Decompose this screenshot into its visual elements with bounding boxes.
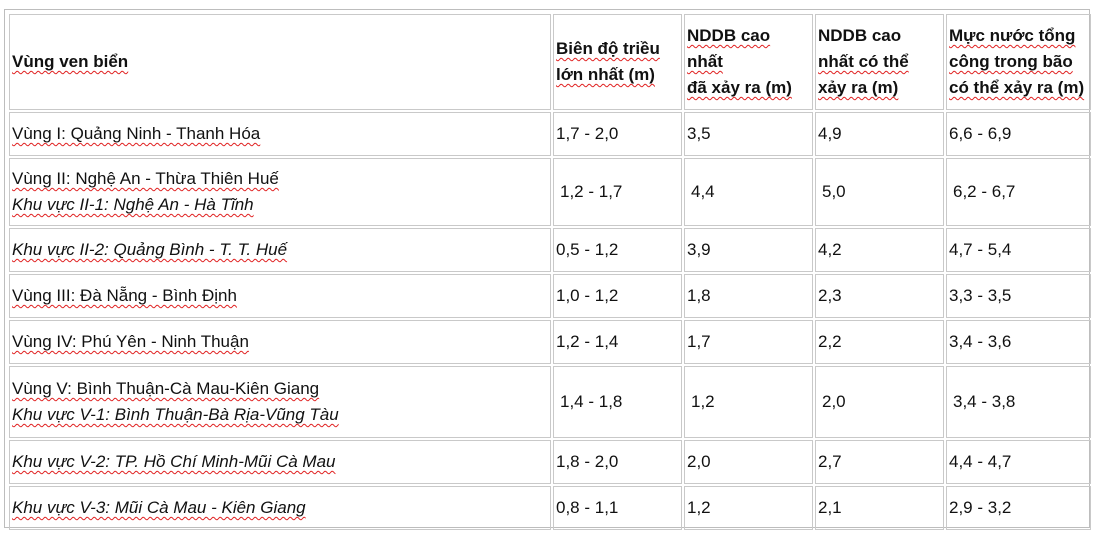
total-storm-level-cell: 4,7 - 5,4 — [946, 228, 1091, 272]
tide-range-cell: 1,2 - 1,7 — [553, 158, 682, 226]
region-cell: Khu vực V-2: TP. Hồ Chí Minh-Mũi Cà Mau — [9, 440, 551, 484]
nddb-max-recorded-cell: 1,2 — [684, 366, 813, 438]
table-row: Vùng III: Đà Nẵng - Bình Định 1,0 - 1,2 1,… — [9, 274, 1091, 318]
region-label: Khu vực V-3: Mũi Cà Mau - Kiên Giang — [12, 498, 306, 517]
region-label: Khu vực II-2: Quảng Bình - T. T. Huế — [12, 240, 288, 259]
region-label: Khu vực II-1: Nghệ An - Hà Tĩnh — [12, 195, 254, 214]
tide-range-cell: 1,4 - 1,8 — [553, 366, 682, 438]
table-row: Vùng II: Nghệ An - Thừa Thiên Huế Khu vực… — [9, 158, 1091, 226]
nddb-max-recorded-cell: 1,7 — [684, 320, 813, 364]
tide-range-cell: 0,5 - 1,2 — [553, 228, 682, 272]
header-line: xảy ra (m) — [818, 78, 899, 97]
header-line: Biên độ triều — [556, 39, 660, 58]
total-storm-level-cell: 6,6 - 6,9 — [946, 112, 1091, 156]
header-line: Vùng ven biển — [12, 52, 129, 71]
header-line: nhất có thể — [818, 52, 909, 71]
total-storm-level-cell: 6,2 - 6,7 — [946, 158, 1091, 226]
nddb-max-recorded-cell: 3,5 — [684, 112, 813, 156]
table-row: Vùng V: Bình Thuận-Cà Mau-Kiên Giang Khu … — [9, 366, 1091, 438]
header-line: lớn nhất (m) — [556, 65, 655, 84]
header-line: Mực nước tổng — [949, 26, 1076, 45]
total-storm-level-cell: 2,9 - 3,2 — [946, 486, 1091, 530]
total-storm-level-cell: 4,4 - 4,7 — [946, 440, 1091, 484]
header-line: đã xảy ra (m) — [687, 78, 792, 97]
region-cell: Khu vực V-3: Mũi Cà Mau - Kiên Giang — [9, 486, 551, 530]
header-line: NDDB cao nhất — [687, 26, 771, 71]
nddb-max-possible-cell: 5,0 — [815, 158, 944, 226]
header-line: NDDB cao — [818, 26, 902, 45]
nddb-max-possible-cell: 2,1 — [815, 486, 944, 530]
nddb-max-recorded-cell: 1,2 — [684, 486, 813, 530]
table-frame: Vùng ven biển Biên độ triều lớn nhất (m) ND… — [4, 9, 1091, 530]
region-label: Khu vực V-2: TP. Hồ Chí Minh-Mũi Cà Mau — [12, 452, 336, 471]
region-cell: Vùng V: Bình Thuận-Cà Mau-Kiên Giang Khu … — [9, 366, 551, 438]
region-label: Vùng IV: Phú Yên - Ninh Thuận — [12, 332, 249, 351]
table-row: Vùng IV: Phú Yên - Ninh Thuận 1,2 - 1,4 1,… — [9, 320, 1091, 364]
header-tide-range: Biên độ triều lớn nhất (m) — [553, 14, 682, 110]
nddb-max-possible-cell: 4,9 — [815, 112, 944, 156]
header-line: công trong bão — [949, 52, 1073, 71]
table-body: Vùng I: Quảng Ninh - Thanh Hóa 1,7 - 2,0 3… — [9, 112, 1091, 530]
nddb-max-possible-cell: 2,2 — [815, 320, 944, 364]
nddb-max-possible-cell: 2,3 — [815, 274, 944, 318]
tide-range-cell: 1,7 - 2,0 — [553, 112, 682, 156]
table-row: Khu vực V-2: TP. Hồ Chí Minh-Mũi Cà Mau 1… — [9, 440, 1091, 484]
table-row: Khu vực V-3: Mũi Cà Mau - Kiên Giang 0,8 … — [9, 486, 1091, 530]
tide-range-cell: 1,2 - 1,4 — [553, 320, 682, 364]
total-storm-level-cell: 3,4 - 3,6 — [946, 320, 1091, 364]
header-nddb-max-possible: NDDB cao nhất có thể xảy ra (m) — [815, 14, 944, 110]
total-storm-level-cell: 3,3 - 3,5 — [946, 274, 1091, 318]
nddb-max-recorded-cell: 3,9 — [684, 228, 813, 272]
region-cell: Vùng II: Nghệ An - Thừa Thiên Huế Khu vực… — [9, 158, 551, 226]
nddb-max-recorded-cell: 2,0 — [684, 440, 813, 484]
nddb-max-recorded-cell: 1,8 — [684, 274, 813, 318]
region-label: Vùng V: Bình Thuận-Cà Mau-Kiên Giang — [12, 379, 320, 398]
table-row: Khu vực II-2: Quảng Bình - T. T. Huế 0,5 … — [9, 228, 1091, 272]
header-row: Vùng ven biển Biên độ triều lớn nhất (m) ND… — [9, 14, 1091, 110]
coastal-water-level-table: Vùng ven biển Biên độ triều lớn nhất (m) ND… — [7, 12, 1093, 532]
region-cell: Vùng IV: Phú Yên - Ninh Thuận — [9, 320, 551, 364]
tide-range-cell: 1,0 - 1,2 — [553, 274, 682, 318]
region-cell: Khu vực II-2: Quảng Bình - T. T. Huế — [9, 228, 551, 272]
table-row: Vùng I: Quảng Ninh - Thanh Hóa 1,7 - 2,0 3… — [9, 112, 1091, 156]
nddb-max-possible-cell: 2,0 — [815, 366, 944, 438]
tide-range-cell: 1,8 - 2,0 — [553, 440, 682, 484]
region-label: Vùng II: Nghệ An - Thừa Thiên Huế — [12, 169, 279, 188]
header-nddb-max-recorded: NDDB cao nhất đã xảy ra (m) — [684, 14, 813, 110]
header-region: Vùng ven biển — [9, 14, 551, 110]
region-label: Khu vực V-1: Bình Thuận-Bà Rịa-Vũng Tàu — [12, 405, 339, 424]
tide-range-cell: 0,8 - 1,1 — [553, 486, 682, 530]
header-total-storm-level: Mực nước tổng công trong bão có thể xảy ra… — [946, 14, 1091, 110]
region-cell: Vùng III: Đà Nẵng - Bình Định — [9, 274, 551, 318]
region-label: Vùng III: Đà Nẵng - Bình Định — [12, 286, 237, 305]
header-line: có thể xảy ra (m) — [949, 78, 1085, 97]
region-cell: Vùng I: Quảng Ninh - Thanh Hóa — [9, 112, 551, 156]
nddb-max-possible-cell: 4,2 — [815, 228, 944, 272]
total-storm-level-cell: 3,4 - 3,8 — [946, 366, 1091, 438]
nddb-max-recorded-cell: 4,4 — [684, 158, 813, 226]
region-label: Vùng I: Quảng Ninh - Thanh Hóa — [12, 124, 261, 143]
nddb-max-possible-cell: 2,7 — [815, 440, 944, 484]
